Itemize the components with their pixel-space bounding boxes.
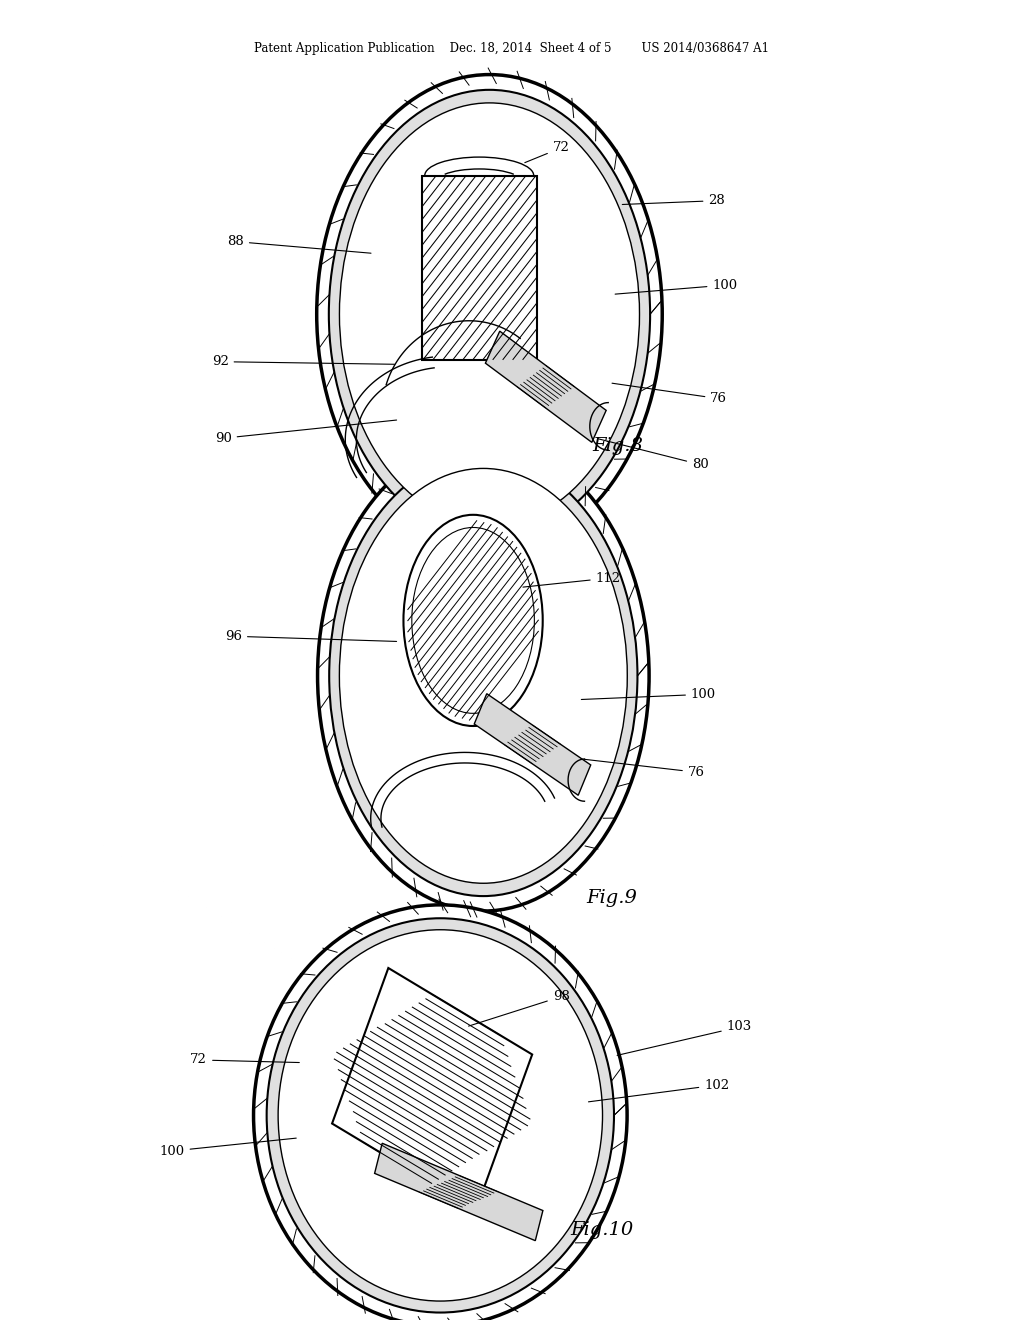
Text: 88: 88 [227,235,371,253]
Text: 80: 80 [599,440,709,471]
Polygon shape [485,331,606,442]
Polygon shape [375,1143,543,1241]
Ellipse shape [254,906,627,1320]
Text: 112: 112 [523,572,621,587]
Ellipse shape [317,441,649,911]
Text: 72: 72 [525,141,569,162]
Text: Patent Application Publication    Dec. 18, 2014  Sheet 4 of 5        US 2014/036: Patent Application Publication Dec. 18, … [255,42,769,55]
Ellipse shape [403,515,543,726]
Text: 76: 76 [585,759,705,779]
Ellipse shape [412,528,535,713]
Ellipse shape [329,90,650,539]
Text: 28: 28 [623,194,725,207]
Text: 90: 90 [215,420,396,445]
Polygon shape [474,694,591,795]
Ellipse shape [266,919,614,1312]
Text: Fig.8: Fig.8 [592,437,643,455]
Ellipse shape [316,74,663,554]
Polygon shape [332,968,532,1210]
Text: 100: 100 [582,688,716,701]
Ellipse shape [329,455,638,896]
Ellipse shape [279,929,602,1302]
Text: Fig.10: Fig.10 [570,1221,634,1239]
Text: 96: 96 [225,630,396,643]
Text: 100: 100 [160,1138,296,1158]
Text: 103: 103 [617,1020,752,1056]
Text: 98: 98 [469,990,569,1026]
Text: 76: 76 [612,383,727,405]
Text: 92: 92 [212,355,394,368]
Ellipse shape [339,103,640,525]
Ellipse shape [339,469,628,883]
Polygon shape [422,176,537,360]
Text: 100: 100 [615,279,737,294]
Text: Fig.9: Fig.9 [587,888,638,907]
Text: 102: 102 [589,1078,729,1102]
Text: 72: 72 [190,1053,299,1067]
